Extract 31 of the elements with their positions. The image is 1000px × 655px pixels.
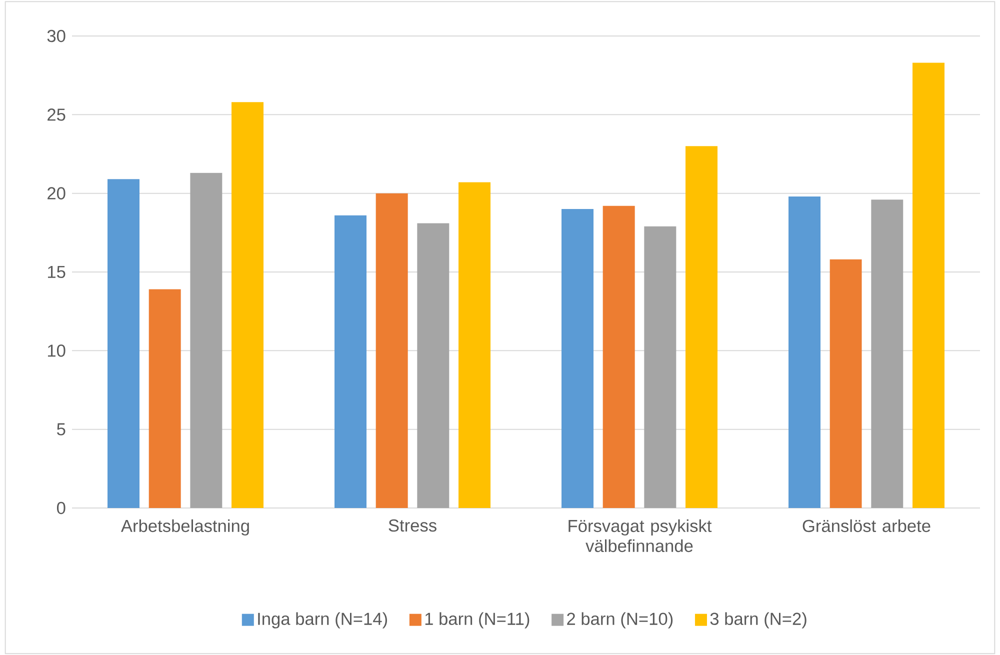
bar xyxy=(458,182,491,508)
bar xyxy=(108,179,140,508)
legend-label: 2 barn (N=10) xyxy=(567,612,673,628)
legend-label: Inga barn (N=14) xyxy=(258,612,387,628)
bar xyxy=(602,206,635,508)
y-tick-label: 0 xyxy=(56,502,66,514)
x-tick-label: Stress xyxy=(388,519,436,532)
bar xyxy=(190,172,222,508)
bar xyxy=(334,215,367,508)
y-tick-label: 15 xyxy=(48,266,66,278)
bar xyxy=(148,289,181,508)
bar xyxy=(912,62,945,508)
x-tick-label: Arbetsbelastning xyxy=(120,519,249,536)
bar xyxy=(686,146,718,508)
bar xyxy=(376,193,408,508)
bar xyxy=(644,226,676,508)
y-tick-label: 30 xyxy=(47,30,66,42)
legend-label: 1 barn (N=11) xyxy=(425,612,530,628)
y-tick-label: 25 xyxy=(48,108,66,121)
x-tick-label: Gränslöst arbete xyxy=(802,519,930,532)
bar xyxy=(871,200,904,508)
bar xyxy=(417,223,450,508)
bar xyxy=(562,209,594,508)
x-tick-label: Försvagat psykiskt välbefinnande xyxy=(568,519,712,552)
y-tick-label: 5 xyxy=(57,423,66,436)
y-tick-label: 10 xyxy=(48,344,66,357)
bar xyxy=(232,102,264,508)
legend-label: 3 barn (N=2) xyxy=(710,612,806,628)
bar xyxy=(788,196,820,508)
bar xyxy=(830,259,862,508)
y-tick-label: 20 xyxy=(48,187,66,200)
